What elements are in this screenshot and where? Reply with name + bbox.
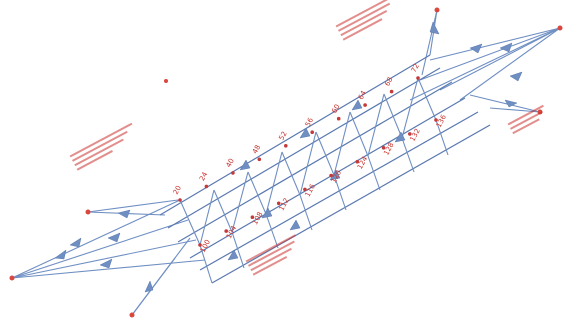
lower-node-label: 104: [225, 224, 239, 240]
upper-node-marker: [416, 76, 420, 80]
upper-node-label: 48: [251, 144, 262, 156]
upper-node-label: 24: [198, 170, 210, 182]
annotation-bottom: [245, 234, 297, 276]
lower-node-marker: [250, 215, 255, 219]
cross-ties: [179, 77, 449, 284]
upper-node-marker: [336, 116, 341, 121]
upper-node-marker: [231, 171, 235, 175]
upper-node-marker: [310, 130, 315, 134]
upper-node-label: 40: [225, 157, 236, 169]
upper-node-label: 20: [172, 184, 183, 196]
lower-node-label: 136: [435, 113, 449, 129]
upper-node-marker: [389, 89, 394, 94]
arrowheads: [54, 21, 523, 293]
lower-node-marker: [224, 229, 228, 233]
upper-node-marker: [257, 157, 262, 162]
annotation-left: [69, 122, 133, 171]
main-chords: [159, 54, 491, 284]
lower-node-marker: [434, 118, 438, 122]
upper-node-marker: [284, 144, 288, 148]
upper-node-label: 68: [383, 76, 394, 88]
lower-node-marker: [381, 146, 386, 150]
upper-node-label: 60: [330, 103, 341, 115]
left-fan-lines: [11, 199, 206, 316]
lower-node-marker: [276, 201, 281, 206]
upper-node-marker: [178, 198, 182, 202]
upper-node-label: 56: [304, 116, 316, 128]
upper-node-label: 64: [357, 89, 369, 101]
lower-node-marker: [303, 187, 307, 192]
annotation-top: [335, 0, 392, 41]
upper-node-label: 72: [410, 62, 421, 74]
lower-node-marker: [329, 173, 333, 178]
upper-node-marker: [363, 103, 367, 107]
lower-node-label: 112: [277, 197, 290, 213]
upper-node-label: 52: [278, 130, 289, 142]
lower-node-marker: [408, 132, 412, 136]
lower-node-marker: [355, 159, 360, 164]
lower-node-label: 128: [382, 141, 395, 157]
upper-node-marker: [204, 184, 209, 189]
lower-node-label: 120: [330, 169, 343, 185]
lower-node-label: 108: [251, 211, 264, 227]
annotation-right: [507, 104, 544, 135]
lower-node-marker: [198, 243, 202, 247]
lower-node-label: 124: [356, 155, 370, 171]
node-markers: [178, 76, 438, 247]
